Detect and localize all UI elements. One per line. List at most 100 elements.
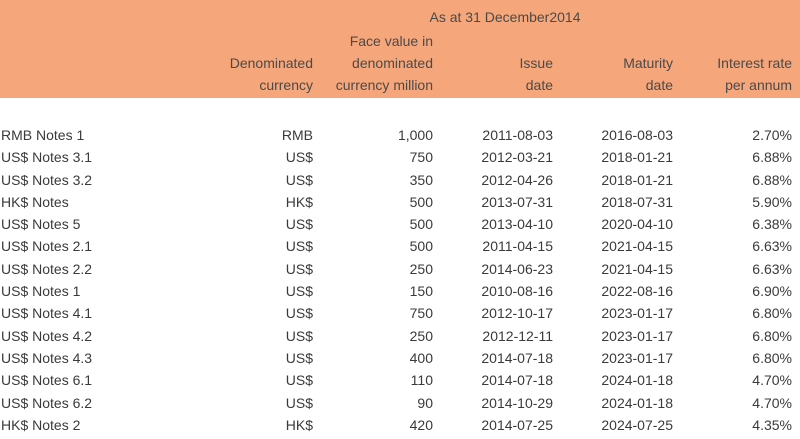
issue-date-cell: 2014-06-23 bbox=[481, 260, 553, 277]
maturity-date-cell: 2024-01-18 bbox=[601, 394, 673, 411]
note-name: US$ Notes 4.1 bbox=[1, 305, 93, 322]
issue-date-cell: 2010-08-16 bbox=[481, 283, 553, 300]
maturity-date-cell: 2018-01-21 bbox=[601, 149, 673, 166]
note-name: HK$ Notes 2 bbox=[1, 416, 81, 433]
maturity-date-cell: 2023-01-17 bbox=[601, 327, 673, 344]
interest-rate-cell: 6.80% bbox=[752, 305, 792, 322]
note-name: US$ Notes 1 bbox=[1, 283, 81, 300]
header-maturity-date: Maturity date bbox=[623, 55, 673, 93]
note-name: US$ Notes 2.2 bbox=[1, 260, 93, 277]
maturity-date-cell: 2016-08-03 bbox=[601, 127, 673, 143]
face-value-cell: 350 bbox=[409, 171, 433, 188]
note-name: US$ Notes 4.3 bbox=[1, 349, 93, 366]
issue-date-cell: 2012-04-26 bbox=[481, 171, 553, 188]
issue-date-cell: 2013-04-10 bbox=[481, 216, 553, 233]
table-row: US$ Notes 4.2 US$ 250 2012-12-11 2023-01-17 6… bbox=[0, 325, 800, 347]
face-value-cell: 400 bbox=[409, 349, 433, 366]
interest-rate-cell: 5.90% bbox=[752, 193, 792, 210]
maturity-date-cell: 2024-01-18 bbox=[601, 372, 673, 389]
issue-date-cell: 2014-10-29 bbox=[481, 394, 553, 411]
currency-cell: RMB bbox=[281, 127, 313, 143]
maturity-date-cell: 2018-01-21 bbox=[601, 171, 673, 188]
currency-cell: US$ bbox=[285, 216, 313, 233]
face-value-cell: 90 bbox=[417, 394, 433, 411]
interest-rate-cell: 6.90% bbox=[752, 283, 792, 300]
currency-cell: US$ bbox=[285, 327, 313, 344]
table-row: US$ Notes 1 US$ 150 2010-08-16 2022-08-16 6.9… bbox=[0, 280, 800, 302]
note-name: US$ Notes 3.1 bbox=[1, 149, 93, 166]
table-row: US$ Notes 2.1 US$ 500 2011-04-15 2021-04-15 6… bbox=[0, 235, 800, 257]
maturity-date-cell: 2021-04-15 bbox=[601, 238, 673, 255]
maturity-date-cell: 2020-04-10 bbox=[601, 216, 673, 233]
note-name: US$ Notes 6.2 bbox=[1, 394, 93, 411]
interest-rate-cell: 6.88% bbox=[752, 171, 792, 188]
note-name: US$ Notes 6.1 bbox=[1, 372, 93, 389]
issue-date-cell: 2011-08-03 bbox=[482, 127, 553, 143]
currency-cell: US$ bbox=[285, 260, 313, 277]
currency-cell: US$ bbox=[285, 349, 313, 366]
face-value-cell: 250 bbox=[409, 260, 433, 277]
issue-date-cell: 2013-07-31 bbox=[481, 193, 553, 210]
note-name: US$ Notes 4.2 bbox=[1, 327, 93, 344]
maturity-date-cell: 2022-08-16 bbox=[601, 283, 673, 300]
currency-cell: US$ bbox=[285, 283, 313, 300]
period-heading: As at 31 December2014 bbox=[429, 9, 581, 25]
face-value-cell: 1,000 bbox=[397, 127, 433, 143]
header-interest-rate: Interest rate per annum bbox=[717, 55, 792, 93]
face-value-cell: 500 bbox=[409, 238, 433, 255]
maturity-date-cell: 2018-07-31 bbox=[601, 193, 673, 210]
table-body: RMB Notes 1 RMB 1,000 2011-08-03 2016-08-03 2… bbox=[0, 124, 800, 436]
interest-rate-cell: 4.70% bbox=[752, 372, 792, 389]
face-value-cell: 750 bbox=[409, 305, 433, 322]
currency-cell: US$ bbox=[285, 372, 313, 389]
note-name: US$ Notes 5 bbox=[1, 216, 81, 233]
currency-cell: US$ bbox=[285, 305, 313, 322]
issue-date-cell: 2014-07-18 bbox=[481, 349, 553, 366]
table-row: US$ Notes 4.3 US$ 400 2014-07-18 2023-01-17 6… bbox=[0, 347, 800, 369]
maturity-date-cell: 2021-04-15 bbox=[601, 260, 673, 277]
table-row: HK$ Notes HK$ 500 2013-07-31 2018-07-31 5.90% bbox=[0, 191, 800, 213]
maturity-date-cell: 2023-01-17 bbox=[601, 305, 673, 322]
table-row: US$ Notes 3.1 US$ 750 2012-03-21 2018-01-21 6… bbox=[0, 146, 800, 168]
interest-rate-cell: 6.38% bbox=[752, 216, 792, 233]
issue-date-cell: 2012-03-21 bbox=[481, 149, 553, 166]
note-name: HK$ Notes bbox=[1, 193, 69, 210]
table-row: HK$ Notes 2 HK$ 420 2014-07-25 2024-07-25 4.3… bbox=[0, 414, 800, 436]
face-value-cell: 250 bbox=[409, 327, 433, 344]
interest-rate-cell: 4.35% bbox=[752, 416, 792, 433]
interest-rate-cell: 6.80% bbox=[752, 349, 792, 366]
issue-date-cell: 2011-04-15 bbox=[482, 238, 553, 255]
header-issue-date: Issue date bbox=[519, 55, 553, 93]
face-value-cell: 110 bbox=[410, 372, 433, 389]
note-name: RMB Notes 1 bbox=[1, 127, 85, 143]
table-row: US$ Notes 2.2 US$ 250 2014-06-23 2021-04-15 6… bbox=[0, 258, 800, 280]
issue-date-cell: 2012-12-11 bbox=[482, 327, 553, 344]
maturity-date-cell: 2023-01-17 bbox=[601, 349, 673, 366]
interest-rate-cell: 6.63% bbox=[752, 260, 792, 277]
face-value-cell: 420 bbox=[409, 416, 433, 433]
face-value-cell: 150 bbox=[409, 283, 433, 300]
table-row: US$ Notes 4.1 US$ 750 2012-10-17 2023-01-17 6… bbox=[0, 302, 800, 324]
header-face-value: Face value in denominated currency milli… bbox=[335, 33, 433, 93]
issue-date-cell: 2014-07-25 bbox=[481, 416, 553, 433]
currency-cell: HK$ bbox=[285, 416, 313, 433]
issue-date-cell: 2014-07-18 bbox=[481, 372, 553, 389]
table-row: US$ Notes 3.2 US$ 350 2012-04-26 2018-01-21 6… bbox=[0, 169, 800, 191]
table-row: US$ Notes 6.1 US$ 110 2014-07-18 2024-01-18 4… bbox=[0, 369, 800, 391]
currency-cell: US$ bbox=[285, 171, 313, 188]
table-row: US$ Notes 6.2 US$ 90 2014-10-29 2024-01-18 4.… bbox=[0, 392, 800, 414]
interest-rate-cell: 6.63% bbox=[752, 238, 792, 255]
face-value-cell: 750 bbox=[409, 149, 433, 166]
maturity-date-cell: 2024-07-25 bbox=[601, 416, 673, 433]
note-name: US$ Notes 3.2 bbox=[1, 171, 93, 188]
issue-date-cell: 2012-10-17 bbox=[481, 305, 553, 322]
table-header: As at 31 December2014 Denominated curren… bbox=[0, 0, 800, 98]
header-denominated-currency: Denominated currency bbox=[229, 55, 313, 93]
interest-rate-cell: 6.88% bbox=[752, 149, 792, 166]
interest-rate-cell: 6.80% bbox=[752, 327, 792, 344]
interest-rate-cell: 2.70% bbox=[752, 127, 792, 143]
table-row: US$ Notes 5 US$ 500 2013-04-10 2020-04-10 6.3… bbox=[0, 213, 800, 235]
interest-rate-cell: 4.70% bbox=[752, 394, 792, 411]
face-value-cell: 500 bbox=[409, 193, 433, 210]
